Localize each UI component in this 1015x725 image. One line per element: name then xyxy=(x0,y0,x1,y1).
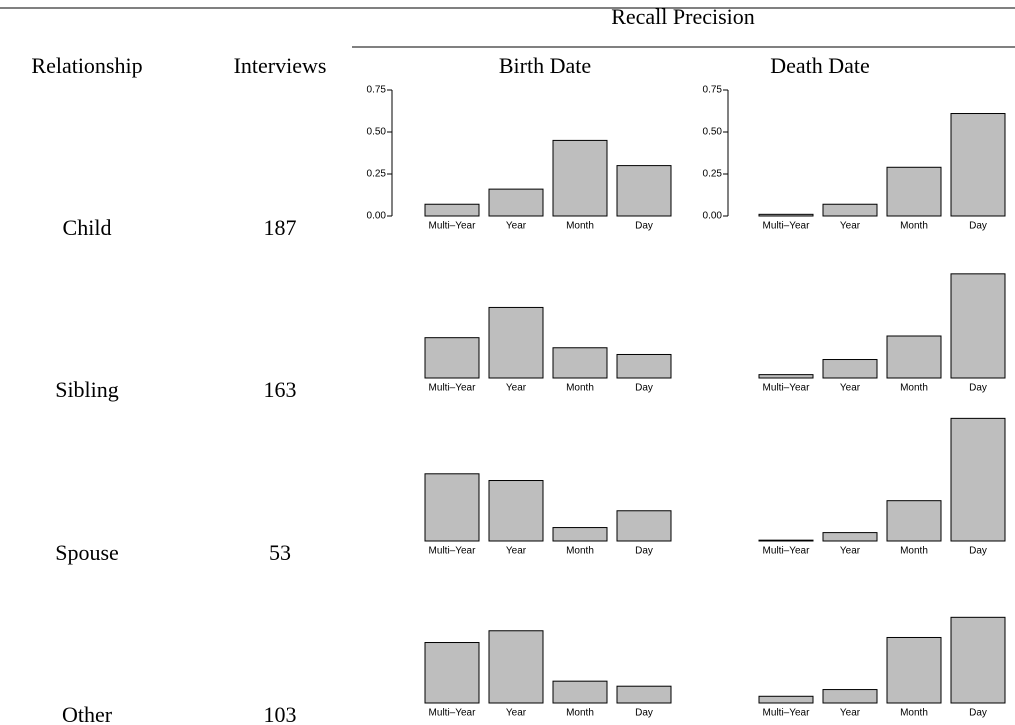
bar xyxy=(758,695,814,704)
x-tick-label: Year xyxy=(840,546,861,557)
bar xyxy=(886,636,942,704)
bar xyxy=(424,642,480,704)
relationship: Child xyxy=(63,215,112,240)
x-tick-label: Multi–Year xyxy=(429,708,477,719)
interviews: 187 xyxy=(264,215,297,240)
bar xyxy=(886,335,942,379)
bar xyxy=(424,337,480,379)
bar xyxy=(616,510,672,542)
x-tick-label: Multi–Year xyxy=(429,546,477,557)
bar xyxy=(488,630,544,704)
x-tick-label: Day xyxy=(635,708,653,719)
bar xyxy=(552,680,608,704)
col-header: Death Date xyxy=(770,53,870,78)
bar xyxy=(822,689,878,704)
y-tick-label: 0.25 xyxy=(367,169,387,180)
bar xyxy=(758,213,814,217)
y-tick-label: 0.75 xyxy=(367,85,387,96)
bar xyxy=(488,480,544,542)
x-tick-label: Day xyxy=(969,546,987,557)
x-tick-label: Month xyxy=(900,383,928,394)
y-tick-label: 0.00 xyxy=(367,211,387,222)
x-tick-label: Multi–Year xyxy=(429,221,477,232)
col-header: Birth Date xyxy=(499,53,591,78)
bar xyxy=(616,165,672,217)
y-tick-label: 0.00 xyxy=(703,211,723,222)
bar xyxy=(950,273,1006,379)
x-tick-label: Day xyxy=(635,546,653,557)
col-header: Relationship xyxy=(31,53,142,78)
interviews: 163 xyxy=(264,377,297,402)
bar xyxy=(424,203,480,217)
x-tick-label: Month xyxy=(900,708,928,719)
x-tick-label: Day xyxy=(969,708,987,719)
x-tick-label: Day xyxy=(969,221,987,232)
bar xyxy=(822,359,878,379)
bar xyxy=(488,188,544,217)
y-tick-label: 0.50 xyxy=(367,127,387,138)
bar xyxy=(758,374,814,379)
x-tick-label: Multi–Year xyxy=(429,383,477,394)
col-header: Interviews xyxy=(234,53,327,78)
x-tick-label: Year xyxy=(506,546,527,557)
x-tick-label: Year xyxy=(506,383,527,394)
x-tick-label: Multi–Year xyxy=(763,546,811,557)
y-tick-label: 0.50 xyxy=(703,127,723,138)
x-tick-label: Month xyxy=(566,546,594,557)
x-tick-label: Month xyxy=(900,546,928,557)
interviews: 53 xyxy=(269,540,291,565)
bar xyxy=(950,417,1006,542)
x-tick-label: Year xyxy=(506,221,527,232)
y-tick-label: 0.75 xyxy=(703,85,723,96)
bar xyxy=(488,306,544,379)
bar xyxy=(886,166,942,217)
bar xyxy=(616,685,672,704)
x-tick-label: Multi–Year xyxy=(763,383,811,394)
x-tick-label: Day xyxy=(969,383,987,394)
y-tick-label: 0.25 xyxy=(703,169,723,180)
bar xyxy=(822,203,878,217)
x-tick-label: Year xyxy=(506,708,527,719)
bar xyxy=(950,113,1006,217)
bar xyxy=(424,473,480,542)
x-tick-label: Day xyxy=(635,221,653,232)
bar xyxy=(552,527,608,542)
x-tick-label: Multi–Year xyxy=(763,221,811,232)
x-tick-label: Year xyxy=(840,221,861,232)
x-tick-label: Month xyxy=(900,221,928,232)
x-tick-label: Month xyxy=(566,708,594,719)
group-header: Recall Precision xyxy=(611,4,755,29)
x-tick-label: Multi–Year xyxy=(763,708,811,719)
bar xyxy=(822,532,878,542)
x-tick-label: Month xyxy=(566,221,594,232)
x-tick-label: Month xyxy=(566,383,594,394)
bar xyxy=(886,500,942,542)
bar xyxy=(616,353,672,379)
relationship: Sibling xyxy=(55,377,119,402)
interviews: 103 xyxy=(264,702,297,725)
relationship: Spouse xyxy=(55,540,119,565)
bar xyxy=(552,139,608,217)
relationship: Other xyxy=(62,702,113,725)
x-tick-label: Year xyxy=(840,708,861,719)
bar xyxy=(758,539,814,542)
x-tick-label: Day xyxy=(635,383,653,394)
bar xyxy=(552,347,608,379)
bar xyxy=(950,616,1006,704)
x-tick-label: Year xyxy=(840,383,861,394)
